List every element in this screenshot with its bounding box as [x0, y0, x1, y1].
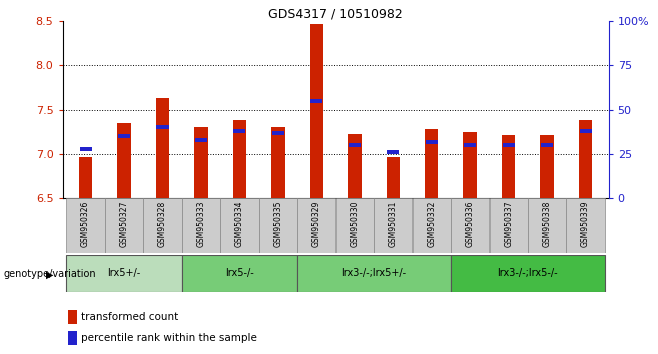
Bar — [105, 198, 143, 253]
Bar — [195, 138, 207, 142]
Bar — [297, 198, 336, 253]
Text: GSM950326: GSM950326 — [81, 201, 90, 247]
Bar — [528, 198, 567, 253]
Bar — [220, 198, 259, 253]
Bar — [490, 198, 528, 253]
Title: GDS4317 / 10510982: GDS4317 / 10510982 — [268, 7, 403, 20]
Text: GSM950331: GSM950331 — [389, 201, 398, 247]
Text: GSM950330: GSM950330 — [350, 201, 359, 247]
Bar — [66, 198, 105, 253]
Text: GSM950335: GSM950335 — [273, 201, 282, 247]
Bar — [451, 255, 605, 292]
Bar — [157, 125, 168, 130]
Bar — [182, 255, 297, 292]
Bar — [425, 129, 438, 198]
Text: genotype/variation: genotype/variation — [3, 269, 96, 279]
Text: GSM950327: GSM950327 — [120, 201, 128, 247]
Bar — [451, 198, 490, 253]
Bar — [348, 133, 361, 198]
Text: percentile rank within the sample: percentile rank within the sample — [81, 333, 257, 343]
Text: lrx5-/-: lrx5-/- — [225, 268, 254, 279]
Bar — [579, 120, 592, 198]
Bar — [80, 147, 91, 151]
Bar — [66, 255, 182, 292]
Bar — [426, 139, 438, 144]
Bar — [118, 134, 130, 138]
Text: GSM950338: GSM950338 — [543, 201, 551, 247]
Bar — [271, 127, 285, 198]
Bar — [463, 132, 477, 198]
Bar — [310, 24, 323, 198]
Bar — [68, 310, 77, 324]
Bar — [259, 198, 297, 253]
Bar — [272, 131, 284, 135]
Bar — [336, 198, 374, 253]
Bar — [194, 127, 208, 198]
Bar — [297, 255, 451, 292]
Text: GSM950328: GSM950328 — [158, 201, 167, 247]
Text: lrx5+/-: lrx5+/- — [107, 268, 141, 279]
Text: ▶: ▶ — [47, 269, 54, 279]
Bar — [387, 150, 399, 154]
Bar — [540, 135, 554, 198]
Bar — [464, 143, 476, 147]
Bar — [182, 198, 220, 253]
Text: GSM950329: GSM950329 — [312, 201, 321, 247]
Text: lrx3-/-;lrx5-/-: lrx3-/-;lrx5-/- — [497, 268, 558, 279]
Bar — [503, 143, 515, 147]
Bar — [79, 157, 92, 198]
Bar — [143, 198, 182, 253]
Text: GSM950336: GSM950336 — [466, 201, 474, 247]
Bar — [567, 198, 605, 253]
Text: transformed count: transformed count — [81, 312, 178, 322]
Bar — [349, 143, 361, 147]
Bar — [117, 123, 131, 198]
Text: GSM950332: GSM950332 — [427, 201, 436, 247]
Bar — [233, 120, 246, 198]
Bar — [311, 99, 322, 103]
Bar — [386, 157, 400, 198]
Bar — [374, 198, 413, 253]
Bar — [502, 135, 515, 198]
Bar — [580, 129, 592, 133]
Text: lrx3-/-;lrx5+/-: lrx3-/-;lrx5+/- — [342, 268, 407, 279]
Text: GSM950337: GSM950337 — [504, 201, 513, 247]
Text: GSM950334: GSM950334 — [235, 201, 244, 247]
Bar — [234, 129, 245, 133]
Text: GSM950333: GSM950333 — [197, 201, 205, 247]
Bar — [68, 331, 77, 345]
Bar — [156, 98, 169, 198]
Bar — [413, 198, 451, 253]
Text: GSM950339: GSM950339 — [581, 201, 590, 247]
Bar — [541, 143, 553, 147]
